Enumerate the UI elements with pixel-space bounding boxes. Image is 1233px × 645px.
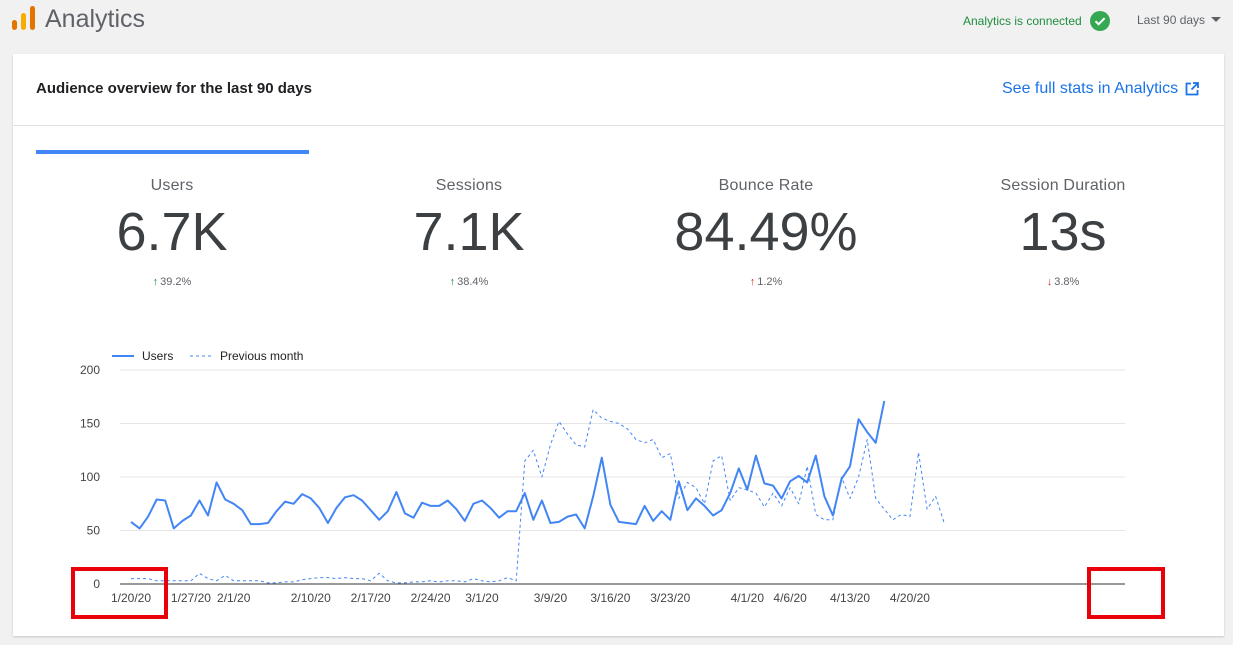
metric-value: 6.7K bbox=[116, 202, 228, 262]
metric-session-duration[interactable]: Session Duration 13s ↓ 3.8% bbox=[915, 174, 1211, 289]
users-line-chart: 0 50 100 150 200 1/20/20 1/27/20 2/1/20 2/10/20 2… bbox=[80, 349, 1125, 605]
metric-label: Session Duration bbox=[1000, 177, 1126, 194]
arrow-up-icon: ↑ bbox=[749, 276, 756, 288]
highlight-box-start bbox=[71, 567, 168, 619]
metric-label: Users bbox=[150, 177, 194, 194]
legend-label: Previous month bbox=[220, 349, 303, 363]
change-value: 1.2% bbox=[757, 276, 783, 288]
series-line-previous-month bbox=[131, 409, 945, 584]
metric-sessions[interactable]: Sessions 7.1K ↑ 38.4% bbox=[321, 174, 617, 289]
x-tick-label: 4/6/20 bbox=[773, 591, 807, 605]
app-title: Analytics bbox=[45, 5, 146, 33]
x-tick-label: 2/1/20 bbox=[217, 591, 251, 605]
legend-label: Users bbox=[142, 349, 173, 363]
x-tick-label: 3/9/20 bbox=[534, 591, 568, 605]
metric-bounce-rate[interactable]: Bounce Rate 84.49% ↑ 1.2% bbox=[618, 174, 914, 289]
audience-overview-card: Audience overview for the last 90 days S… bbox=[13, 54, 1224, 636]
metric-users[interactable]: Users 6.7K ↑ 39.2% bbox=[24, 174, 320, 289]
x-tick-label: 1/27/20 bbox=[171, 591, 211, 605]
metric-value: 7.1K bbox=[413, 202, 525, 262]
analytics-logo-icon bbox=[12, 6, 35, 30]
date-range-dropdown[interactable]: Last 90 days bbox=[1137, 13, 1206, 27]
card-title: Audience overview for the last 90 days bbox=[36, 80, 312, 97]
metric-label: Bounce Rate bbox=[718, 177, 814, 194]
arrow-up-icon: ↑ bbox=[152, 276, 159, 288]
y-tick-label: 100 bbox=[80, 470, 100, 484]
change-value: 39.2% bbox=[160, 276, 192, 288]
y-tick-label: 50 bbox=[87, 524, 101, 538]
selected-tab-indicator bbox=[36, 150, 309, 154]
x-tick-label: 3/1/20 bbox=[465, 591, 499, 605]
x-tick-label: 3/16/20 bbox=[590, 591, 630, 605]
x-tick-label: 4/13/20 bbox=[830, 591, 870, 605]
metric-change: ↑ 38.4% bbox=[321, 275, 617, 289]
y-tick-label: 150 bbox=[80, 417, 100, 431]
metric-change: ↓ 3.8% bbox=[915, 275, 1211, 289]
x-tick-label: 2/24/20 bbox=[411, 591, 451, 605]
series-line-users bbox=[130, 400, 886, 530]
highlight-box-end bbox=[1087, 567, 1165, 619]
y-tick-label: 0 bbox=[93, 577, 100, 591]
change-value: 3.8% bbox=[1054, 276, 1080, 288]
y-tick-label: 200 bbox=[80, 363, 100, 377]
x-tick-label: 4/20/20 bbox=[890, 591, 930, 605]
metric-change: ↑ 39.2% bbox=[24, 275, 320, 289]
arrow-up-icon: ↑ bbox=[449, 276, 456, 288]
x-tick-label: 4/1/20 bbox=[731, 591, 765, 605]
external-link-icon[interactable] bbox=[1185, 82, 1199, 96]
x-tick-label: 1/20/20 bbox=[111, 591, 151, 605]
metric-value: 84.49% bbox=[674, 202, 858, 262]
full-stats-link[interactable]: See full stats in Analytics bbox=[1002, 80, 1179, 97]
connection-status: Analytics is connected bbox=[963, 14, 1082, 28]
divider bbox=[13, 125, 1224, 126]
x-tick-label: 2/17/20 bbox=[351, 591, 391, 605]
change-value: 38.4% bbox=[457, 276, 489, 288]
metric-change: ↑ 1.2% bbox=[618, 275, 914, 289]
chevron-down-icon[interactable] bbox=[1211, 17, 1221, 22]
arrow-down-icon: ↓ bbox=[1046, 276, 1053, 288]
metric-value: 13s bbox=[1019, 202, 1107, 262]
check-circle-icon bbox=[1090, 11, 1110, 31]
x-tick-label: 2/10/20 bbox=[291, 591, 331, 605]
x-tick-label: 3/23/20 bbox=[650, 591, 690, 605]
top-bar: Analytics Analytics is connected Last 90… bbox=[0, 0, 1233, 42]
metric-label: Sessions bbox=[435, 177, 503, 194]
